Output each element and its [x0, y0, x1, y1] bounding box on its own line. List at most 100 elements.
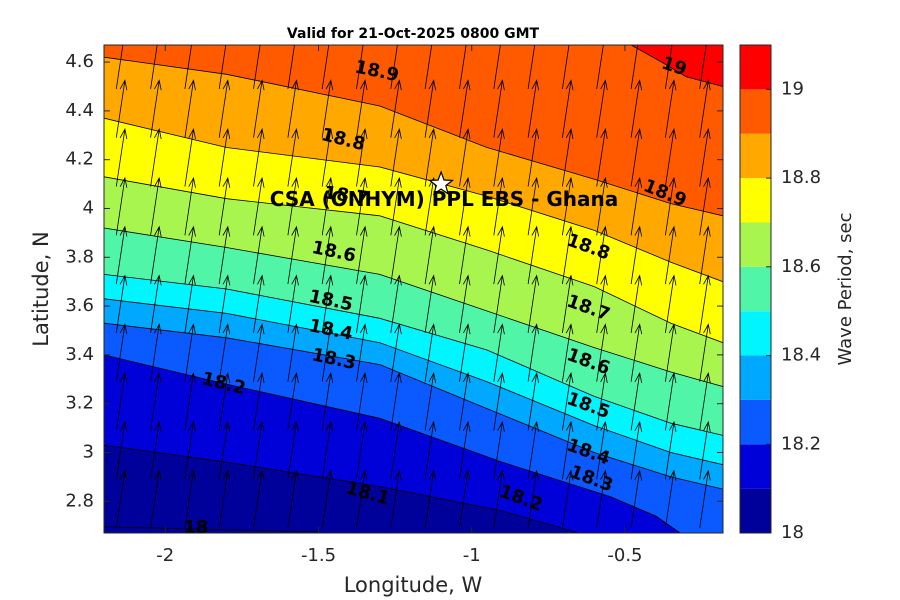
vector-arrow — [218, 45, 227, 89]
vector-arrow — [527, 79, 540, 138]
vector-arrow — [665, 0, 676, 40]
vector-arrow — [253, 225, 265, 285]
vector-arrow — [253, 45, 261, 89]
x-tick-label: -0.5 — [607, 545, 642, 566]
contour-line-18 — [104, 526, 319, 533]
vector-arrow — [459, 45, 467, 89]
vector-arrow — [253, 372, 265, 431]
vector-arrow — [356, 79, 368, 138]
vector-arrow — [424, 79, 437, 138]
vector-arrow — [115, 469, 128, 529]
vector-arrow — [596, 79, 608, 138]
vector-arrow — [527, 128, 540, 187]
vector-arrow — [562, 45, 570, 89]
vector-arrow — [596, 372, 608, 431]
vector-arrow — [390, 420, 402, 480]
vector-arrow — [630, 372, 643, 431]
vector-arrow — [596, 176, 608, 236]
vector-arrow — [253, 323, 265, 382]
vector-arrow — [699, 45, 707, 89]
vector-arrow — [596, 274, 608, 333]
vector-arrow — [630, 225, 643, 285]
contour-line-18.5 — [104, 274, 723, 436]
vector-arrow — [562, 469, 574, 529]
vector-arrow — [321, 323, 334, 382]
vector-arrow — [493, 128, 505, 187]
vector-arrow — [699, 225, 711, 285]
vector-arrow — [184, 420, 196, 480]
colorbar-tick-label: 18.4 — [781, 345, 821, 366]
vector-arrow — [356, 420, 368, 480]
vector-arrow — [115, 176, 128, 236]
colorbar-ticks: 18 18.2 18.4 18.6 18.8 19 — [766, 78, 821, 543]
y-tick-label: 4.6 — [65, 51, 94, 72]
vector-arrow — [596, 323, 608, 382]
y-tick-label: 3 — [83, 441, 94, 462]
vector-arrow — [493, 225, 505, 285]
vector-arrow — [459, 79, 471, 138]
vector-arrow — [390, 323, 402, 382]
colorbar-band — [740, 444, 771, 489]
contour-line-18.1 — [104, 444, 580, 533]
vector-arrow — [253, 128, 265, 187]
vector-arrow — [630, 45, 639, 89]
vector-arrow — [218, 372, 231, 431]
vector-arrow — [699, 372, 711, 431]
vector-arrow — [562, 176, 574, 236]
vector-arrow — [424, 225, 437, 285]
contour-line-18.2 — [104, 354, 681, 533]
colorbar-band — [740, 266, 771, 312]
vector-arrow — [150, 79, 162, 138]
vector-arrow — [184, 45, 192, 89]
vector-arrow — [356, 45, 364, 89]
colorbar-band — [740, 311, 771, 356]
site-marker: CSA (ONHYM) PPL EBS - Ghana — [270, 170, 618, 211]
vector-arrow — [493, 176, 505, 236]
vector-arrow — [665, 469, 677, 529]
x-tick-label: -1.5 — [301, 545, 336, 566]
vector-arrow — [562, 0, 573, 40]
vector-arrow — [665, 45, 673, 89]
vector-arrow — [184, 323, 196, 382]
vector-arrow — [699, 128, 711, 187]
vector-arrow — [424, 469, 437, 529]
contour-line-18.4 — [104, 298, 723, 466]
vector-arrow — [390, 176, 402, 236]
vector-arrow — [665, 420, 677, 480]
vector-arrow — [287, 274, 299, 333]
vector-arrow — [356, 128, 368, 187]
vector-arrow — [527, 372, 540, 431]
vector-arrow — [630, 176, 643, 236]
vector-arrow — [390, 79, 402, 138]
contour-line-18.9 — [104, 56, 723, 217]
vector-arrow — [150, 420, 162, 480]
x-axis-ticks: -2 -1.5 -1 -0.5 — [156, 45, 643, 566]
vector-arrow — [630, 274, 643, 333]
vector-arrow — [287, 176, 299, 236]
vector-arrow — [424, 420, 437, 480]
vector-arrow — [287, 469, 299, 529]
contour-line-18.8 — [104, 117, 723, 283]
vector-arrow — [699, 274, 711, 333]
vector-arrow — [390, 128, 402, 187]
site-label: CSA (ONHYM) PPL EBS - Ghana — [270, 187, 618, 211]
vector-arrow — [630, 469, 643, 529]
vector-arrow — [390, 225, 402, 285]
vector-arrow — [116, 0, 127, 40]
vector-arrow — [287, 323, 299, 382]
y-tick-label: 3.6 — [65, 295, 94, 316]
vector-arrow — [390, 45, 398, 89]
colorbar-bands — [740, 45, 771, 533]
vector-arrow — [253, 176, 265, 236]
vector-arrow — [253, 469, 265, 529]
vector-arrow — [562, 420, 574, 480]
vector-arrow — [321, 420, 334, 480]
vector-arrow — [493, 420, 505, 480]
colorbar-band — [740, 222, 771, 267]
wave-direction-vectors — [115, 0, 711, 529]
vector-arrow — [321, 45, 330, 89]
vector-arrow — [287, 128, 299, 187]
vector-arrow — [665, 372, 677, 431]
vector-arrow — [184, 225, 196, 285]
vector-arrow — [115, 420, 128, 480]
